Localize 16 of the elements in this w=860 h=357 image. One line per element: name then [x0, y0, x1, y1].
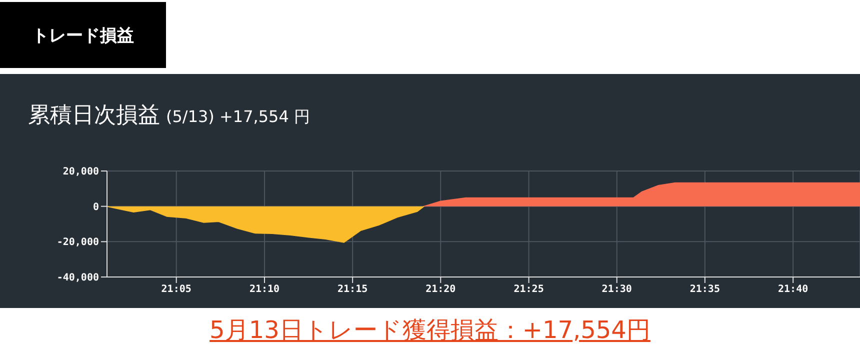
chart-title: 累積日次損益 [28, 103, 160, 128]
x-tick-label: 21:40 [778, 284, 808, 296]
x-tick-label: 21:30 [602, 284, 632, 296]
x-tick-label: 21:20 [426, 284, 456, 296]
x-tick-label: 21:35 [690, 284, 720, 296]
y-tick-label: 20,000 [62, 166, 99, 178]
y-tick-label: 0 [92, 202, 99, 213]
x-tick-label: 21:10 [249, 284, 280, 296]
x-tick-label: 21:25 [514, 284, 544, 296]
y-tick-label: -40,000 [56, 272, 99, 284]
text: トレード損益 [0, 2, 166, 68]
y-tick-label: -20,000 [56, 237, 99, 248]
text: 5月13日トレード獲得損益：+17,554円 [208, 315, 652, 346]
chart-subtitle: (5/13) +17,554 円 [166, 107, 310, 126]
x-tick-label: 21:15 [338, 284, 368, 296]
x-tick-label: 21:05 [161, 284, 192, 296]
